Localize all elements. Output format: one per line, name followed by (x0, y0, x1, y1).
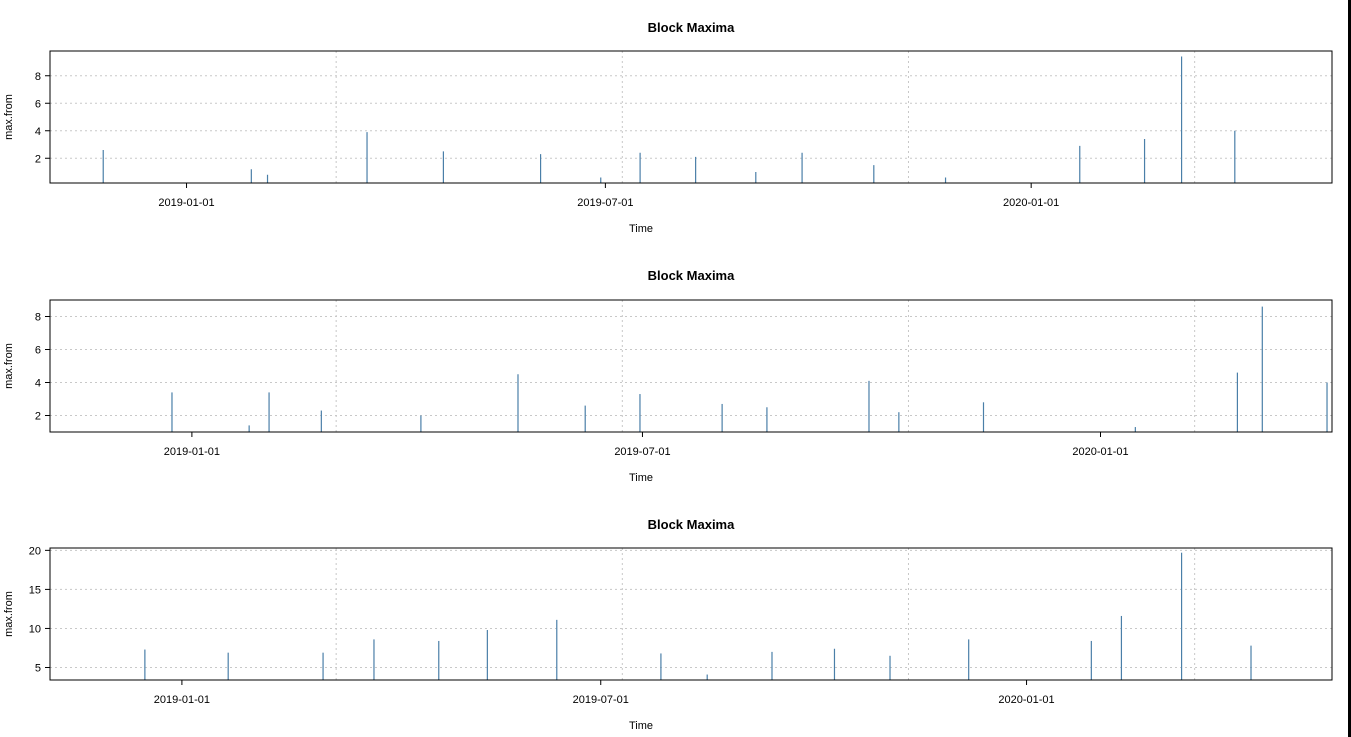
plot-frame (49, 299, 1333, 433)
y-axis-label: max.from (3, 94, 15, 140)
x-axis-label: Time (629, 472, 653, 484)
chart-title: Block Maxima (648, 20, 735, 35)
y-tick-label: 20 (29, 545, 41, 557)
y-tick-label: 2 (35, 153, 41, 165)
x-tick-label: 2019-01-01 (164, 446, 220, 458)
plot-frame (49, 50, 1333, 184)
window-edge (1348, 0, 1351, 737)
y-tick-label: 6 (35, 98, 41, 110)
x-tick-label: 2019-01-01 (158, 197, 214, 209)
x-axis-label: Time (629, 223, 653, 235)
x-tick-label: 2019-07-01 (573, 694, 629, 706)
x-tick-label: 2020-01-01 (1072, 446, 1128, 458)
y-tick-label: 8 (35, 312, 41, 324)
chart-panel-1: Block Maxima 2 4 6 8 2019-01-01 2019-07-01 2020… (3, 20, 1333, 235)
x-tick-label: 2019-01-01 (154, 694, 210, 706)
y-tick-label: 10 (29, 623, 41, 635)
y-axis-label: max.from (3, 343, 15, 389)
y-tick-label: 4 (35, 378, 41, 390)
x-tick-label: 2019-07-01 (614, 446, 670, 458)
x-tick-label: 2020-01-01 (998, 694, 1054, 706)
y-tick-label: 8 (35, 71, 41, 83)
chart-panel-3: Block Maxima 5 10 15 20 2019-01-01 2019-07-01 2… (3, 517, 1333, 732)
y-tick-label: 5 (35, 663, 41, 675)
plot-frame (49, 547, 1333, 681)
y-tick-label: 2 (35, 411, 41, 423)
chart-title: Block Maxima (648, 517, 735, 532)
y-tick-label: 15 (29, 584, 41, 596)
chart-panel-2: Block Maxima 2 4 6 8 2019-01-01 2019-07-01 2020… (3, 268, 1333, 484)
x-axis-label: Time (629, 720, 653, 732)
y-tick-label: 4 (35, 126, 41, 138)
y-axis-label: max.from (3, 591, 15, 637)
y-tick-label: 6 (35, 345, 41, 357)
x-tick-label: 2019-07-01 (577, 197, 633, 209)
x-tick-label: 2020-01-01 (1003, 197, 1059, 209)
chart-title: Block Maxima (648, 268, 735, 283)
